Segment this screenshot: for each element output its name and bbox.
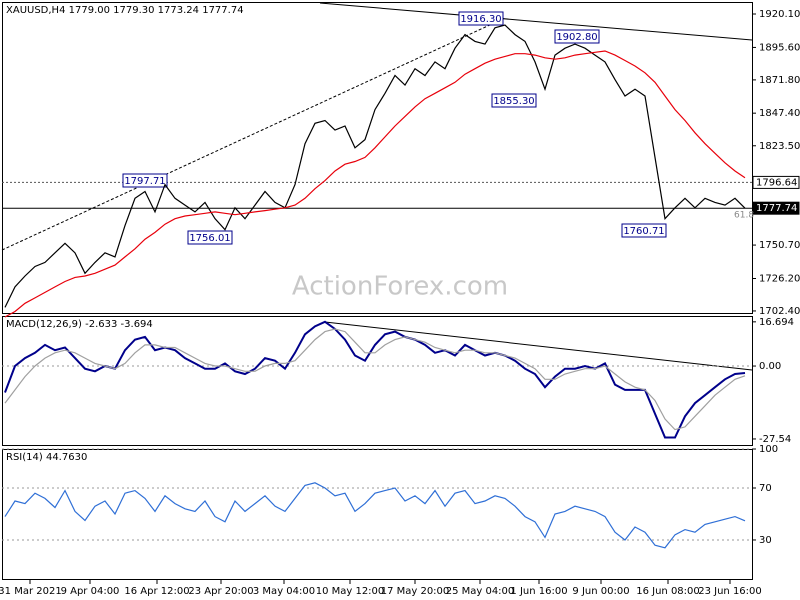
annotation-box (122, 173, 168, 188)
x-tick-label: 23 Jun 16:00 (698, 586, 762, 597)
price-level-label: 1777.74 (756, 203, 797, 214)
y-tick-label: 1750.70 (759, 240, 800, 251)
y-tick-label: 0.00 (759, 361, 781, 372)
annotation: 1797.71 (124, 176, 165, 187)
y-tick-label: -27.54 (759, 434, 791, 445)
annotation-box (621, 223, 667, 238)
x-tick-label: 9 Apr 04:00 (61, 586, 120, 597)
trendline (1, 17, 506, 251)
series-line (4, 328, 746, 431)
x-tick-label: 31 Mar 2021 (0, 586, 62, 597)
symbol-header: XAUUSD,H4 1779.00 1779.30 1773.24 1777.7… (6, 5, 244, 16)
annotation: 1760.71 (623, 226, 664, 237)
trendline (324, 321, 753, 371)
x-tick-label: 25 May 04:00 (446, 586, 515, 597)
y-tick-label: 30 (759, 535, 772, 546)
price-level-box (752, 175, 800, 189)
price-level-label: 1796.64 (756, 177, 797, 188)
annotation-box (554, 29, 600, 44)
rsi-title: RSI(14) 44.7630 (6, 452, 87, 463)
series-line (4, 482, 746, 549)
annotation: 1916.30 (460, 14, 501, 25)
x-tick-label: 16 Jun 08:00 (636, 586, 700, 597)
y-tick-label: 1920.10 (759, 9, 800, 20)
annotation: 1855.30 (493, 96, 534, 107)
x-tick-label: 10 May 12:00 (316, 586, 385, 597)
price-level-box (752, 201, 800, 215)
x-tick-label: 9 Jun 00:00 (572, 586, 629, 597)
trendline (319, 2, 753, 41)
series-line (4, 320, 746, 439)
series-line (4, 50, 746, 318)
annotation: 61.8 (734, 211, 754, 221)
y-tick-label: 1871.80 (759, 75, 800, 86)
annotation-box (491, 93, 537, 108)
annotation: 1902.80 (556, 32, 597, 43)
x-tick-label: 3 May 04:00 (253, 586, 315, 597)
annotation-box (458, 11, 504, 26)
y-tick-label: 1726.20 (759, 273, 800, 284)
y-tick-label: 1847.40 (759, 108, 800, 119)
annotation: 1756.01 (189, 233, 230, 244)
y-tick-label: 1702.40 (759, 306, 800, 317)
annotation-box (187, 230, 233, 245)
macd-panel (2, 316, 753, 446)
x-tick-label: 23 Apr 20:00 (188, 586, 253, 597)
watermark: ActionForex.com (292, 272, 508, 302)
y-tick-label: 16.694 (759, 317, 794, 328)
x-tick-label: 16 Apr 12:00 (124, 586, 189, 597)
y-tick-label: 1895.60 (759, 42, 800, 53)
x-tick-label: 1 Jun 16:00 (510, 586, 567, 597)
y-tick-label: 1823.50 (759, 141, 800, 152)
macd-title: MACD(12,26,9) -2.633 -3.694 (6, 319, 153, 330)
x-tick-label: 17 May 20:00 (381, 586, 450, 597)
y-tick-label: 70 (759, 483, 772, 494)
price-panel (2, 2, 753, 314)
series-line (4, 24, 746, 308)
y-tick-label: 100 (759, 444, 778, 455)
